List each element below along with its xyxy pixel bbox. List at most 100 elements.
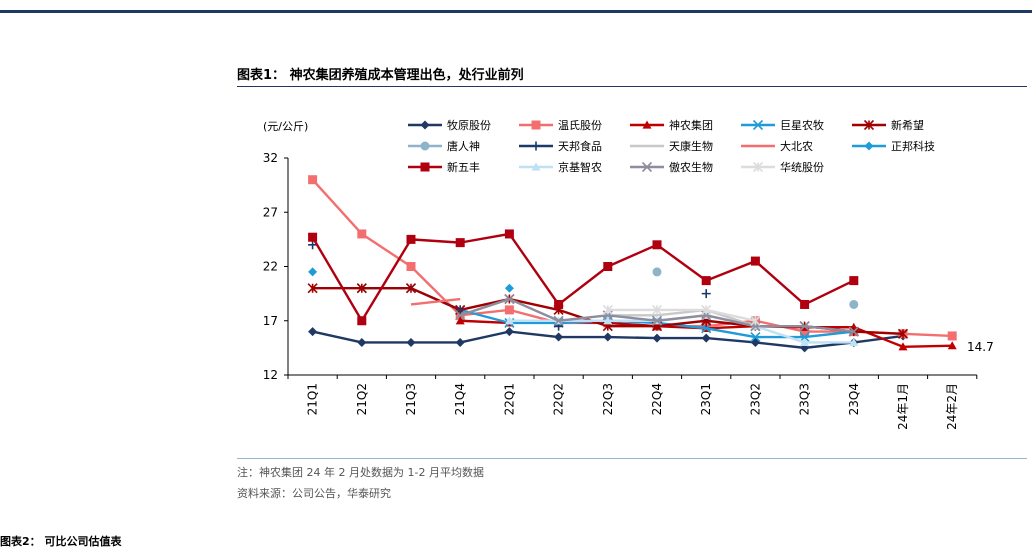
legend-item: 傲农生物 xyxy=(630,160,713,174)
series-14 xyxy=(602,304,761,326)
data-point xyxy=(504,316,514,325)
data-point xyxy=(455,337,465,347)
series-9 xyxy=(410,297,461,306)
x-tick-label: 21Q1 xyxy=(306,383,320,415)
y-tick-label: 27 xyxy=(263,205,278,219)
data-point xyxy=(405,283,417,294)
x-tick-label: 24年2月 xyxy=(945,383,959,430)
data-point xyxy=(553,315,564,326)
legend-marker xyxy=(531,120,541,130)
x-tick-label: 23Q1 xyxy=(699,383,713,415)
legend-item: 牧原股份 xyxy=(408,118,491,132)
legend-label: 傲农生物 xyxy=(669,160,713,174)
legend-item: 唐人神 xyxy=(408,139,480,153)
data-point xyxy=(406,234,416,244)
data-point xyxy=(849,337,859,347)
data-point xyxy=(504,293,515,305)
legend-marker xyxy=(752,119,764,131)
value-annotation: 14.7 xyxy=(967,340,994,354)
series-10 xyxy=(308,267,514,293)
series-11 xyxy=(308,229,859,326)
data-point xyxy=(504,283,514,293)
x-tick-label: 21Q2 xyxy=(355,383,369,415)
legend-item: 京基智农 xyxy=(519,160,602,174)
series-8 xyxy=(607,308,756,328)
data-point xyxy=(701,323,712,334)
notes-divider xyxy=(237,458,1027,459)
x-tick-label: 22Q4 xyxy=(650,383,664,415)
data-point xyxy=(308,240,318,250)
data-point xyxy=(799,331,810,343)
chart-plot-area xyxy=(307,175,957,353)
data-point xyxy=(701,304,712,315)
legend-label: 温氏股份 xyxy=(558,119,602,132)
data-point xyxy=(750,315,761,326)
data-point xyxy=(308,327,318,337)
legend-marker xyxy=(642,120,652,129)
data-point xyxy=(504,327,514,337)
data-point xyxy=(947,341,957,350)
y-axis-label: (元/公斤) xyxy=(263,120,308,133)
series-line xyxy=(410,297,461,306)
legend-label: 巨星农牧 xyxy=(780,118,824,132)
data-point xyxy=(750,331,761,343)
legend-marker xyxy=(420,162,430,172)
data-point xyxy=(357,229,367,239)
legend-label: 正邦科技 xyxy=(891,139,935,153)
legend-marker xyxy=(420,120,430,130)
legend-item: 大北农 xyxy=(741,139,813,153)
legend-item: 温氏股份 xyxy=(519,119,602,132)
legend-marker xyxy=(641,161,653,173)
x-tick-label: 23Q4 xyxy=(847,383,861,415)
data-point xyxy=(455,238,465,248)
data-point xyxy=(554,332,564,342)
x-tick-label: 23Q2 xyxy=(748,383,762,415)
data-point xyxy=(652,240,662,250)
legend-item: 新五丰 xyxy=(408,160,480,174)
data-point xyxy=(947,331,957,341)
legend-label: 新五丰 xyxy=(447,160,480,174)
data-point xyxy=(652,267,662,277)
legend-marker xyxy=(864,141,874,151)
legend-item: 巨星农牧 xyxy=(741,118,824,132)
data-point xyxy=(406,262,416,271)
y-tick-label: 12 xyxy=(263,368,278,382)
legend-marker xyxy=(531,141,541,151)
data-point xyxy=(504,305,514,315)
x-tick-label: 22Q1 xyxy=(502,383,516,415)
legend-marker xyxy=(863,119,875,131)
data-point xyxy=(849,299,859,309)
data-point xyxy=(307,283,318,294)
legend-item: 天康生物 xyxy=(630,139,713,153)
data-point xyxy=(455,310,466,321)
data-point xyxy=(603,332,613,342)
title-divider xyxy=(237,86,1027,87)
legend-item: 正邦科技 xyxy=(852,139,935,153)
x-tick-label: 22Q2 xyxy=(552,383,566,415)
next-figure-title: 图表2： 可比公司估值表 xyxy=(0,535,122,548)
legend-label: 牧原股份 xyxy=(447,118,491,132)
data-point xyxy=(799,321,810,332)
legend-item: 新希望 xyxy=(852,118,924,132)
data-point xyxy=(848,326,859,337)
data-point xyxy=(603,262,613,271)
chart-axes: 12 17 22 27 32 21Q1 21Q2 21Q3 21Q4 22Q1 22Q2 22Q3 22… xyxy=(263,151,978,430)
data-point xyxy=(651,315,663,326)
data-point xyxy=(701,333,711,343)
legend-item: 天邦食品 xyxy=(519,139,602,153)
chart-source: 资料来源：公司公告，华泰研究 xyxy=(237,487,391,500)
data-point xyxy=(603,316,613,325)
top-accent-bar xyxy=(0,10,1032,13)
x-tick-label: 22Q3 xyxy=(601,383,615,415)
data-point xyxy=(455,305,465,315)
x-tick-label: 24年1月 xyxy=(896,383,910,430)
data-point xyxy=(308,267,318,277)
series-6 xyxy=(652,267,859,309)
data-point xyxy=(898,342,908,351)
series-line xyxy=(607,308,756,328)
data-point xyxy=(652,333,662,343)
data-point xyxy=(800,299,810,309)
legend-label: 京基智农 xyxy=(558,160,602,174)
legend-label: 唐人神 xyxy=(447,139,480,153)
